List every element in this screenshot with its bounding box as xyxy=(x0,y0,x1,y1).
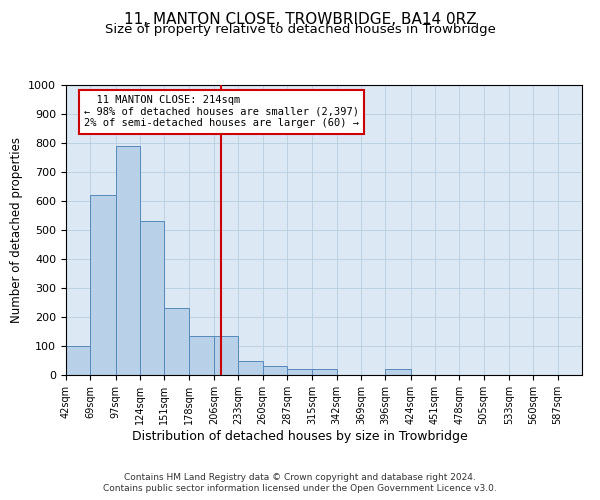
Bar xyxy=(91,195,116,375)
Bar xyxy=(263,366,287,375)
Text: Distribution of detached houses by size in Trowbridge: Distribution of detached houses by size … xyxy=(132,430,468,443)
Bar xyxy=(116,146,140,375)
Text: Contains HM Land Registry data © Crown copyright and database right 2024.: Contains HM Land Registry data © Crown c… xyxy=(124,472,476,482)
Bar xyxy=(66,346,91,375)
Bar xyxy=(188,336,214,375)
Bar xyxy=(312,369,337,375)
Bar xyxy=(238,360,263,375)
Bar xyxy=(385,369,410,375)
Text: Size of property relative to detached houses in Trowbridge: Size of property relative to detached ho… xyxy=(104,22,496,36)
Text: 11, MANTON CLOSE, TROWBRIDGE, BA14 0RZ: 11, MANTON CLOSE, TROWBRIDGE, BA14 0RZ xyxy=(124,12,476,28)
Bar xyxy=(214,336,238,375)
Bar xyxy=(140,222,164,375)
Y-axis label: Number of detached properties: Number of detached properties xyxy=(10,137,23,323)
Bar xyxy=(164,308,188,375)
Bar xyxy=(287,369,312,375)
Text: Contains public sector information licensed under the Open Government Licence v3: Contains public sector information licen… xyxy=(103,484,497,493)
Text: 11 MANTON CLOSE: 214sqm  
← 98% of detached houses are smaller (2,397)
2% of sem: 11 MANTON CLOSE: 214sqm ← 98% of detache… xyxy=(84,95,359,128)
